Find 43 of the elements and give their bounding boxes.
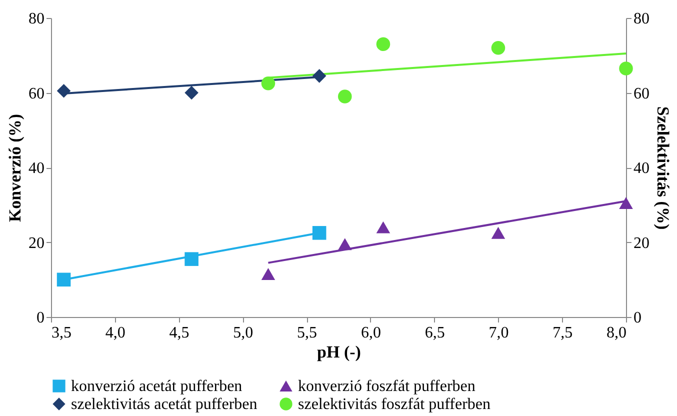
point	[56, 272, 71, 287]
x-tick-label: 6,0	[360, 324, 381, 342]
point	[619, 62, 633, 76]
x-tick-label: 5,0	[233, 324, 254, 342]
y-tick-label: 0	[36, 310, 44, 326]
x-tick-label: 4,5	[169, 324, 190, 342]
point	[56, 84, 71, 98]
point	[376, 37, 390, 52]
point	[491, 226, 506, 239]
y-tick-label: 60	[28, 85, 44, 102]
x-tick-label: 4,0	[105, 324, 126, 342]
legend-label: szelektivitás acetát pufferben	[71, 396, 258, 413]
point	[491, 41, 506, 55]
point	[261, 268, 276, 280]
y2-axis-title: Szelektivitás (%)	[654, 106, 672, 230]
y-tick-label: 40	[28, 160, 44, 177]
point	[338, 238, 352, 250]
x-tick-label: 3,5	[52, 324, 72, 342]
point	[312, 69, 326, 83]
point	[184, 86, 198, 100]
x-tick-label: 7,5	[552, 324, 573, 342]
point	[261, 76, 276, 90]
y-axis-title: Konverzió (%)	[6, 114, 24, 222]
y2-tick-label: 0	[634, 310, 642, 326]
y2-tick-label: 40	[634, 160, 650, 177]
y2-tick-label: 80	[634, 10, 650, 28]
point	[312, 226, 326, 240]
y2-tick-label: 20	[634, 234, 650, 252]
y2-tick-label: 60	[634, 85, 650, 102]
y-tick-label: 80	[28, 10, 44, 28]
legend-label: szelektivitás foszfát pufferben	[298, 396, 491, 413]
x-tick-label: 7,0	[488, 324, 509, 342]
x-axis-title: pH (-)	[317, 342, 361, 362]
point	[184, 252, 198, 266]
point	[376, 221, 390, 234]
x-tick-label: 5,5	[297, 324, 318, 342]
point	[338, 90, 352, 104]
legend-label: konverzió foszfát pufferben	[298, 378, 476, 395]
legend-label: konverzió acetát pufferben	[71, 378, 242, 395]
x-tick-label: 8,0	[606, 324, 626, 342]
x-tick-label: 6,5	[424, 324, 445, 342]
point	[619, 197, 633, 209]
y-tick-label: 20	[28, 234, 44, 252]
